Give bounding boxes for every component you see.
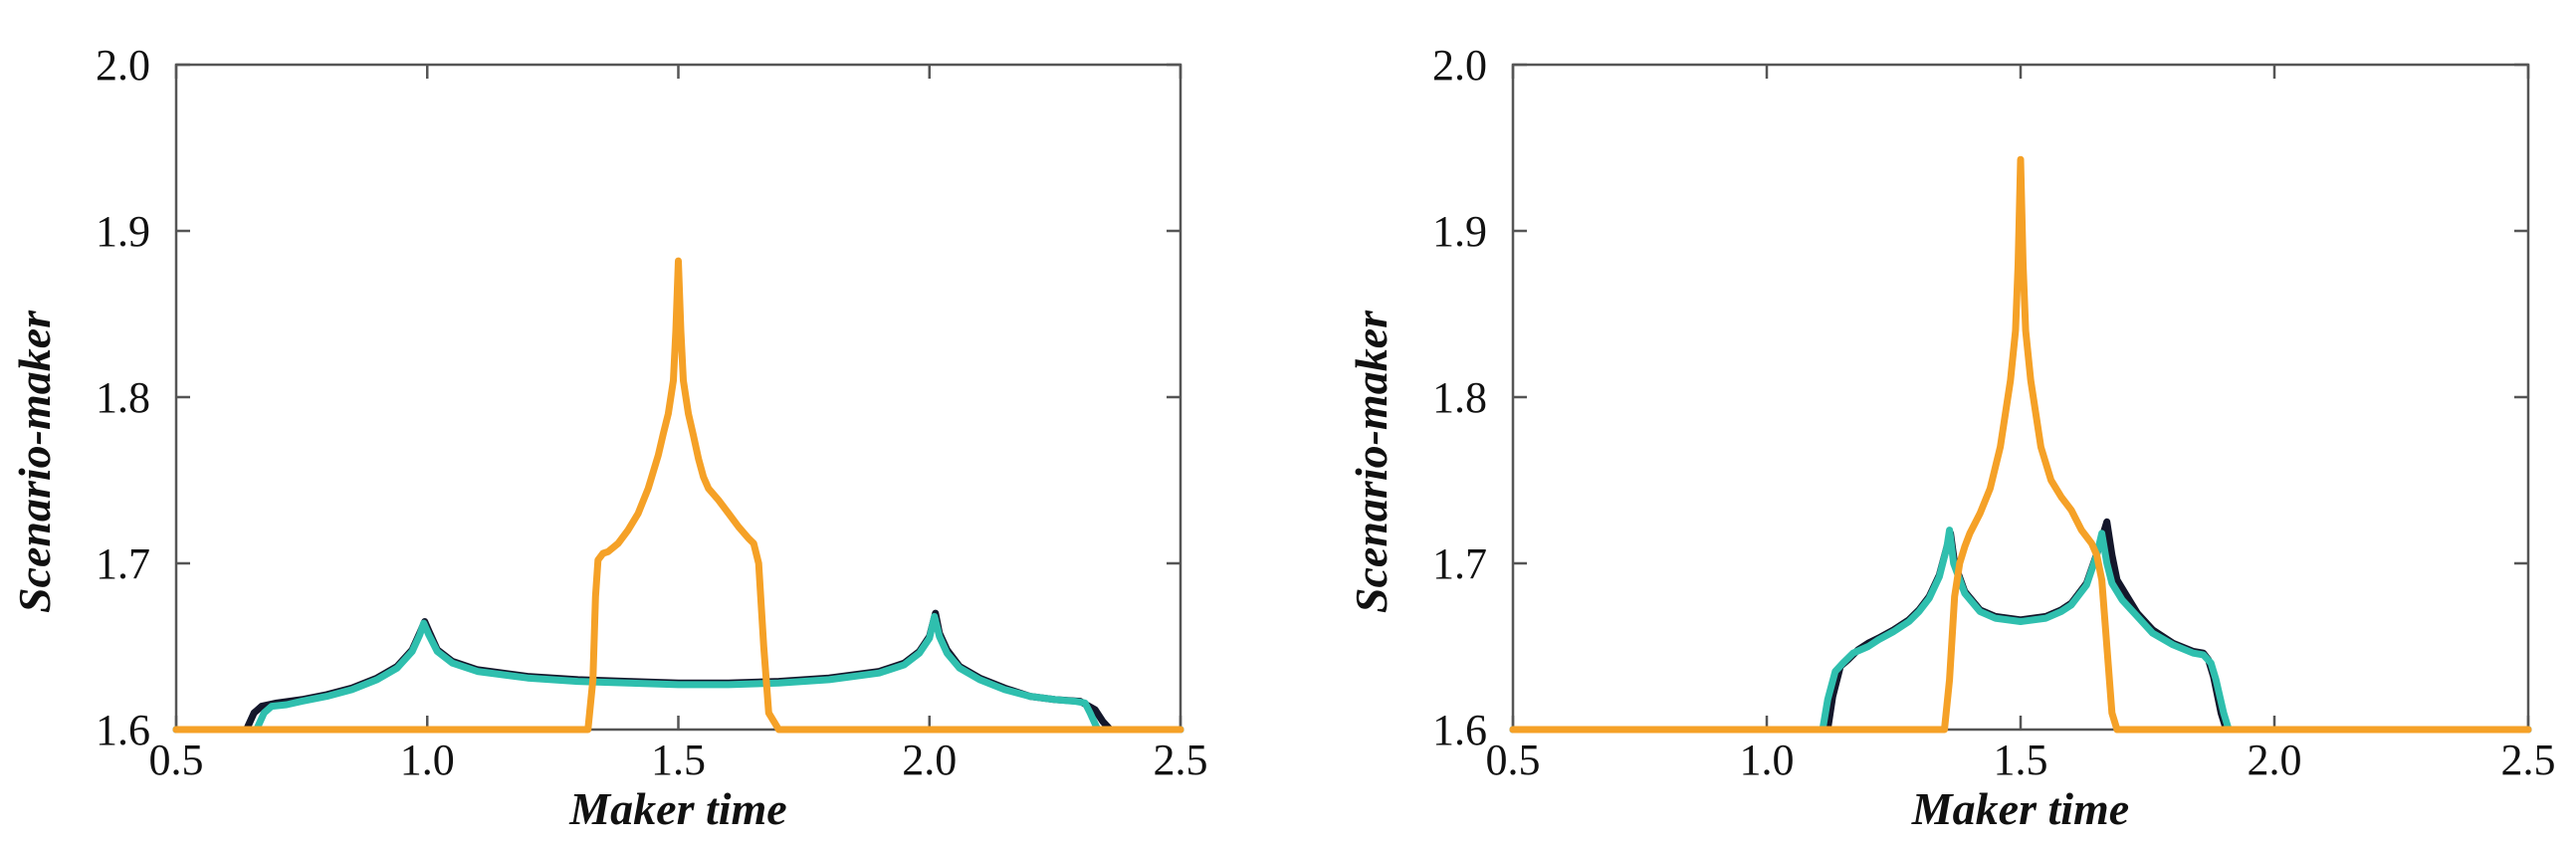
y-tick-label: 1.6 [96,706,150,754]
y-tick-label: 2.0 [1432,41,1487,90]
series-line-2 [1509,155,2532,734]
series-line-2 [172,257,1184,734]
right-chart-panel: 0.5 1.0 1.5 2.0 2.5 1.6 1.7 1.8 1.9 2.0 Maker time… [1346,41,2556,834]
y-tick-label: 1.6 [1432,706,1487,754]
series-line-0 [1509,518,2532,734]
y-tick-label: 2.0 [96,41,150,90]
x-axis-label: Maker time [568,783,786,834]
x-tick-label: 0.5 [1486,736,1541,784]
y-tick-label: 1.8 [1432,373,1487,422]
y-axis-label: Scenario-maker [9,310,60,613]
x-tick-label: 1.5 [651,736,706,784]
x-tick-label: 2.0 [902,736,957,784]
x-tick-label: 2.5 [1154,736,1208,784]
series-line-1 [1509,527,2532,734]
x-tick-label: 1.0 [400,736,455,784]
x-tick-label: 2.0 [2248,736,2302,784]
x-tick-label: 0.5 [149,736,204,784]
y-tick-label: 1.7 [96,539,150,588]
x-tick-label: 1.5 [1994,736,2048,784]
y-tick-label: 1.9 [1432,207,1487,256]
y-axis-label: Scenario-maker [1346,310,1396,613]
series-line-1 [172,612,1184,734]
x-axis-label: Maker time [1911,783,2129,834]
y-tick-label: 1.9 [96,207,150,256]
y-tick-label: 1.7 [1432,539,1487,588]
left-chart-panel: 0.5 1.0 1.5 2.0 2.5 1.6 1.7 1.8 1.9 2.0 Maker time… [9,41,1208,834]
x-tick-label: 2.5 [2501,736,2556,784]
y-tick-label: 1.8 [96,373,150,422]
plot-frame [174,63,1182,732]
series-line-0 [172,609,1184,734]
x-tick-label: 1.0 [1740,736,1795,784]
